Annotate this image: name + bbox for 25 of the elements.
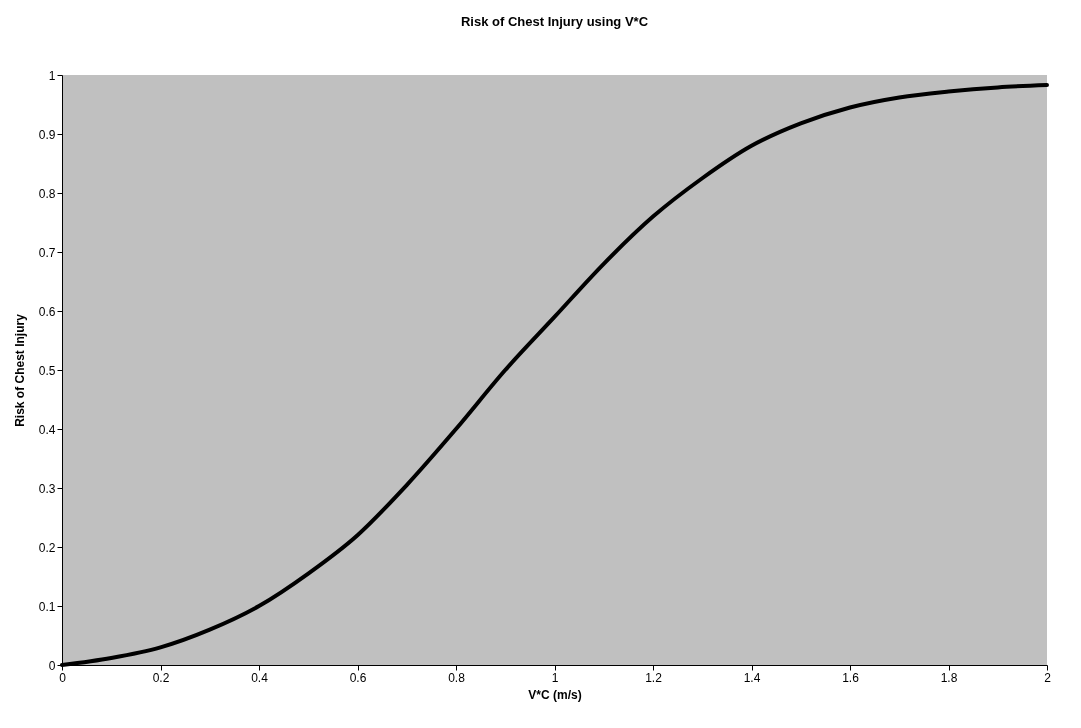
y-tick-label: 0.7	[38, 245, 56, 260]
x-tick-label: 1.6	[842, 670, 860, 685]
y-axis-title: Risk of Chest Injury	[12, 313, 27, 427]
y-tick-label: 0	[48, 658, 56, 673]
x-tick-label: 0.6	[349, 670, 367, 685]
x-tick-label: 1.4	[743, 670, 761, 685]
x-tick-label: 0.2	[152, 670, 170, 685]
x-tick-label: 0.8	[448, 670, 466, 685]
y-tick-label: 0.2	[38, 540, 56, 555]
y-tick-label: 0.4	[38, 422, 56, 437]
y-tick-label: 0.5	[38, 363, 56, 378]
y-tick-label: 0.8	[38, 186, 56, 201]
x-axis-title: V*C (m/s)	[528, 687, 582, 702]
x-tick-label: 0.4	[251, 670, 269, 685]
x-tick-label: 1.2	[645, 670, 663, 685]
y-tick-label: 0.9	[38, 127, 56, 142]
x-tick-label: 2	[1044, 670, 1052, 685]
y-tick-label: 0.6	[38, 304, 56, 319]
x-tick-label: 1.8	[940, 670, 958, 685]
x-tick-label: 1	[551, 670, 559, 685]
y-tick-label: 0.1	[38, 599, 56, 614]
y-tick-label: 1	[48, 68, 56, 83]
chart-title: Risk of Chest Injury using V*C	[460, 14, 649, 29]
x-tick-label: 0	[59, 670, 67, 685]
y-tick-label: 0.3	[38, 481, 56, 496]
